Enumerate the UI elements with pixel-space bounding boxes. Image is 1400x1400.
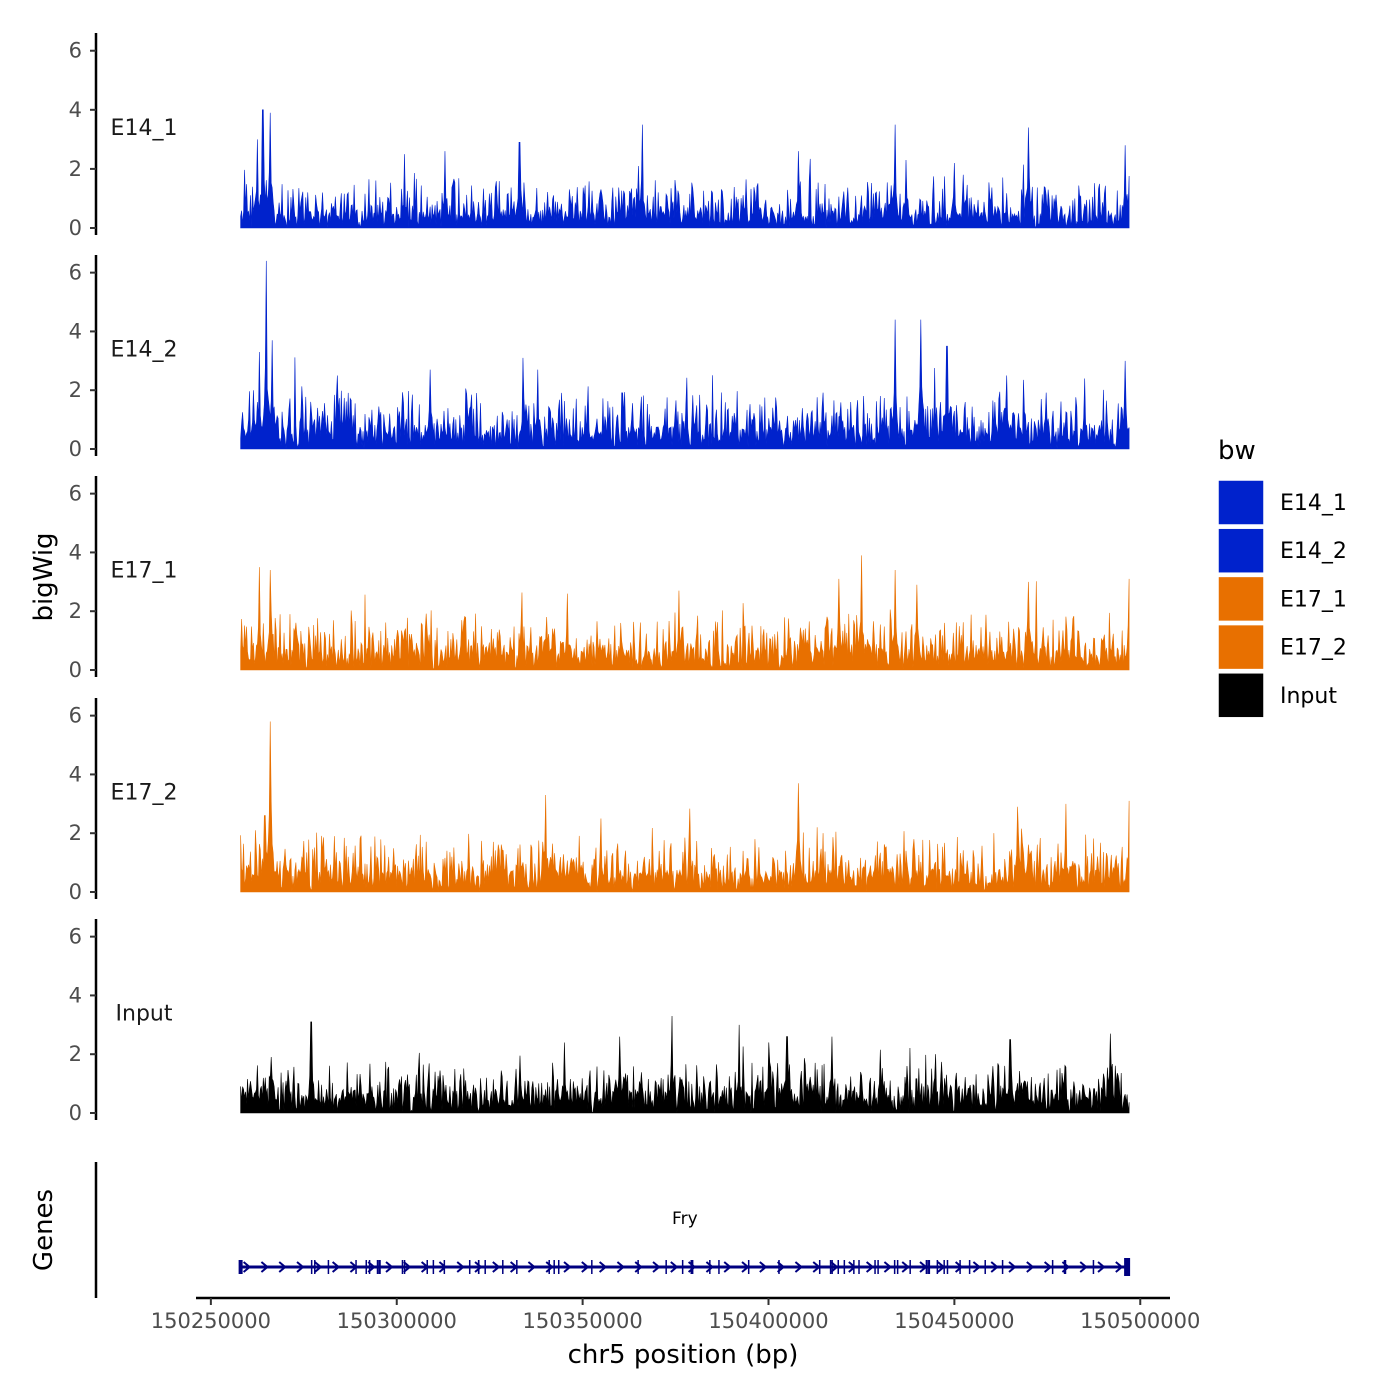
y-tick-label: 6	[69, 261, 82, 285]
legend-swatch	[1217, 575, 1265, 623]
legend-item: E17_1	[1217, 575, 1347, 623]
y-tick-label: 6	[69, 704, 82, 728]
x-axis: 150250000 150300000 150350000 150400000 1504…	[151, 1296, 1200, 1370]
legend-label: E14_2	[1280, 539, 1347, 564]
track-label: E17_1	[111, 558, 178, 583]
y-tick-label: 4	[69, 983, 82, 1007]
track-E17_1: 0 2 4 6 E17_1	[69, 476, 1130, 682]
y-tick-label: 2	[69, 599, 82, 623]
y-tick-label: 2	[69, 157, 82, 181]
track-label: E17_2	[111, 780, 178, 805]
x-tick-label: 150400000	[708, 1309, 828, 1333]
legend-label: E17_2	[1280, 636, 1347, 661]
signal-area-E14_2	[240, 260, 1130, 450]
y-tick-label: 6	[69, 39, 82, 63]
y-tick-label: 2	[69, 821, 82, 845]
legend-label: Input	[1280, 684, 1337, 709]
track-E14_2: 0 2 4 6 E14_2	[69, 255, 1130, 461]
track-E17_2: 0 2 4 6 E17_2	[69, 698, 1130, 904]
y-axis-title: bigWig	[29, 532, 59, 621]
y-tick-label: 0	[69, 216, 82, 240]
y-tick-label: 4	[69, 540, 82, 564]
legend-swatch	[1217, 479, 1265, 526]
legend-swatch	[1217, 672, 1265, 719]
y-tick-label: 0	[69, 658, 82, 682]
y-tick-label: 0	[69, 437, 82, 461]
track-label: E14_1	[111, 116, 178, 141]
x-tick-label: 150500000	[1080, 1309, 1200, 1333]
tracks-layer: 0 2 4 6 E14_1 0 2 4 6 E14_2 0 2 4 6 E17_1 0 2 4 6 E17_2 0 2 4 6…	[69, 33, 1130, 1125]
x-tick-label: 150450000	[894, 1309, 1014, 1333]
track-E14_1: 0 2 4 6 E14_1	[69, 33, 1130, 240]
legend-label: E14_1	[1280, 491, 1347, 516]
strand-arrows	[242, 1261, 1124, 1273]
legend-item: Input	[1217, 672, 1337, 719]
genes-panel: Genes Fry	[29, 1162, 1131, 1298]
y-tick-label: 2	[69, 378, 82, 402]
x-ticks: 150250000 150300000 150350000 150400000 1504…	[151, 1298, 1200, 1333]
legend-swatch	[1217, 527, 1265, 574]
track-label: Input	[116, 1001, 173, 1026]
y-tick-label: 0	[69, 880, 82, 904]
gene-exons	[238, 1258, 1131, 1276]
x-tick-label: 150350000	[523, 1309, 643, 1333]
y-tick-label: 4	[69, 319, 82, 343]
y-tick-label: 2	[69, 1042, 82, 1066]
gene-name-label: Fry	[672, 1209, 698, 1229]
y-tick-label: 4	[69, 762, 82, 786]
x-axis-title: chr5 position (bp)	[568, 1340, 799, 1370]
signal-area-E17_2	[240, 721, 1130, 893]
signal-area-E17_1	[240, 555, 1130, 671]
y-tick-label: 0	[69, 1101, 82, 1125]
x-tick-label: 150250000	[151, 1309, 271, 1333]
signal-area-Input	[240, 1015, 1130, 1114]
x-tick-label: 150300000	[337, 1309, 457, 1333]
y-tick-label: 4	[69, 98, 82, 122]
genes-title: Genes	[29, 1189, 59, 1271]
y-tick-label: 6	[69, 925, 82, 949]
legend: bw E14_1 E14_2 E17_1 E17_2 Input	[1217, 436, 1347, 719]
legend-item: E14_1	[1217, 479, 1347, 526]
track-Input: 0 2 4 6 Input	[69, 919, 1130, 1125]
gene-Fry: Fry	[238, 1209, 1131, 1276]
legend-item: E17_2	[1217, 623, 1347, 671]
legend-swatch	[1217, 623, 1265, 671]
signal-area-E14_1	[240, 109, 1130, 229]
legend-title: bw	[1218, 436, 1256, 466]
gene-items: Fry	[238, 1209, 1131, 1276]
y-tick-label: 6	[69, 482, 82, 506]
track-label: E14_2	[111, 337, 178, 362]
legend-items: E14_1 E14_2 E17_1 E17_2 Input	[1217, 479, 1347, 719]
legend-item: E14_2	[1217, 527, 1347, 574]
legend-label: E17_1	[1280, 587, 1347, 612]
